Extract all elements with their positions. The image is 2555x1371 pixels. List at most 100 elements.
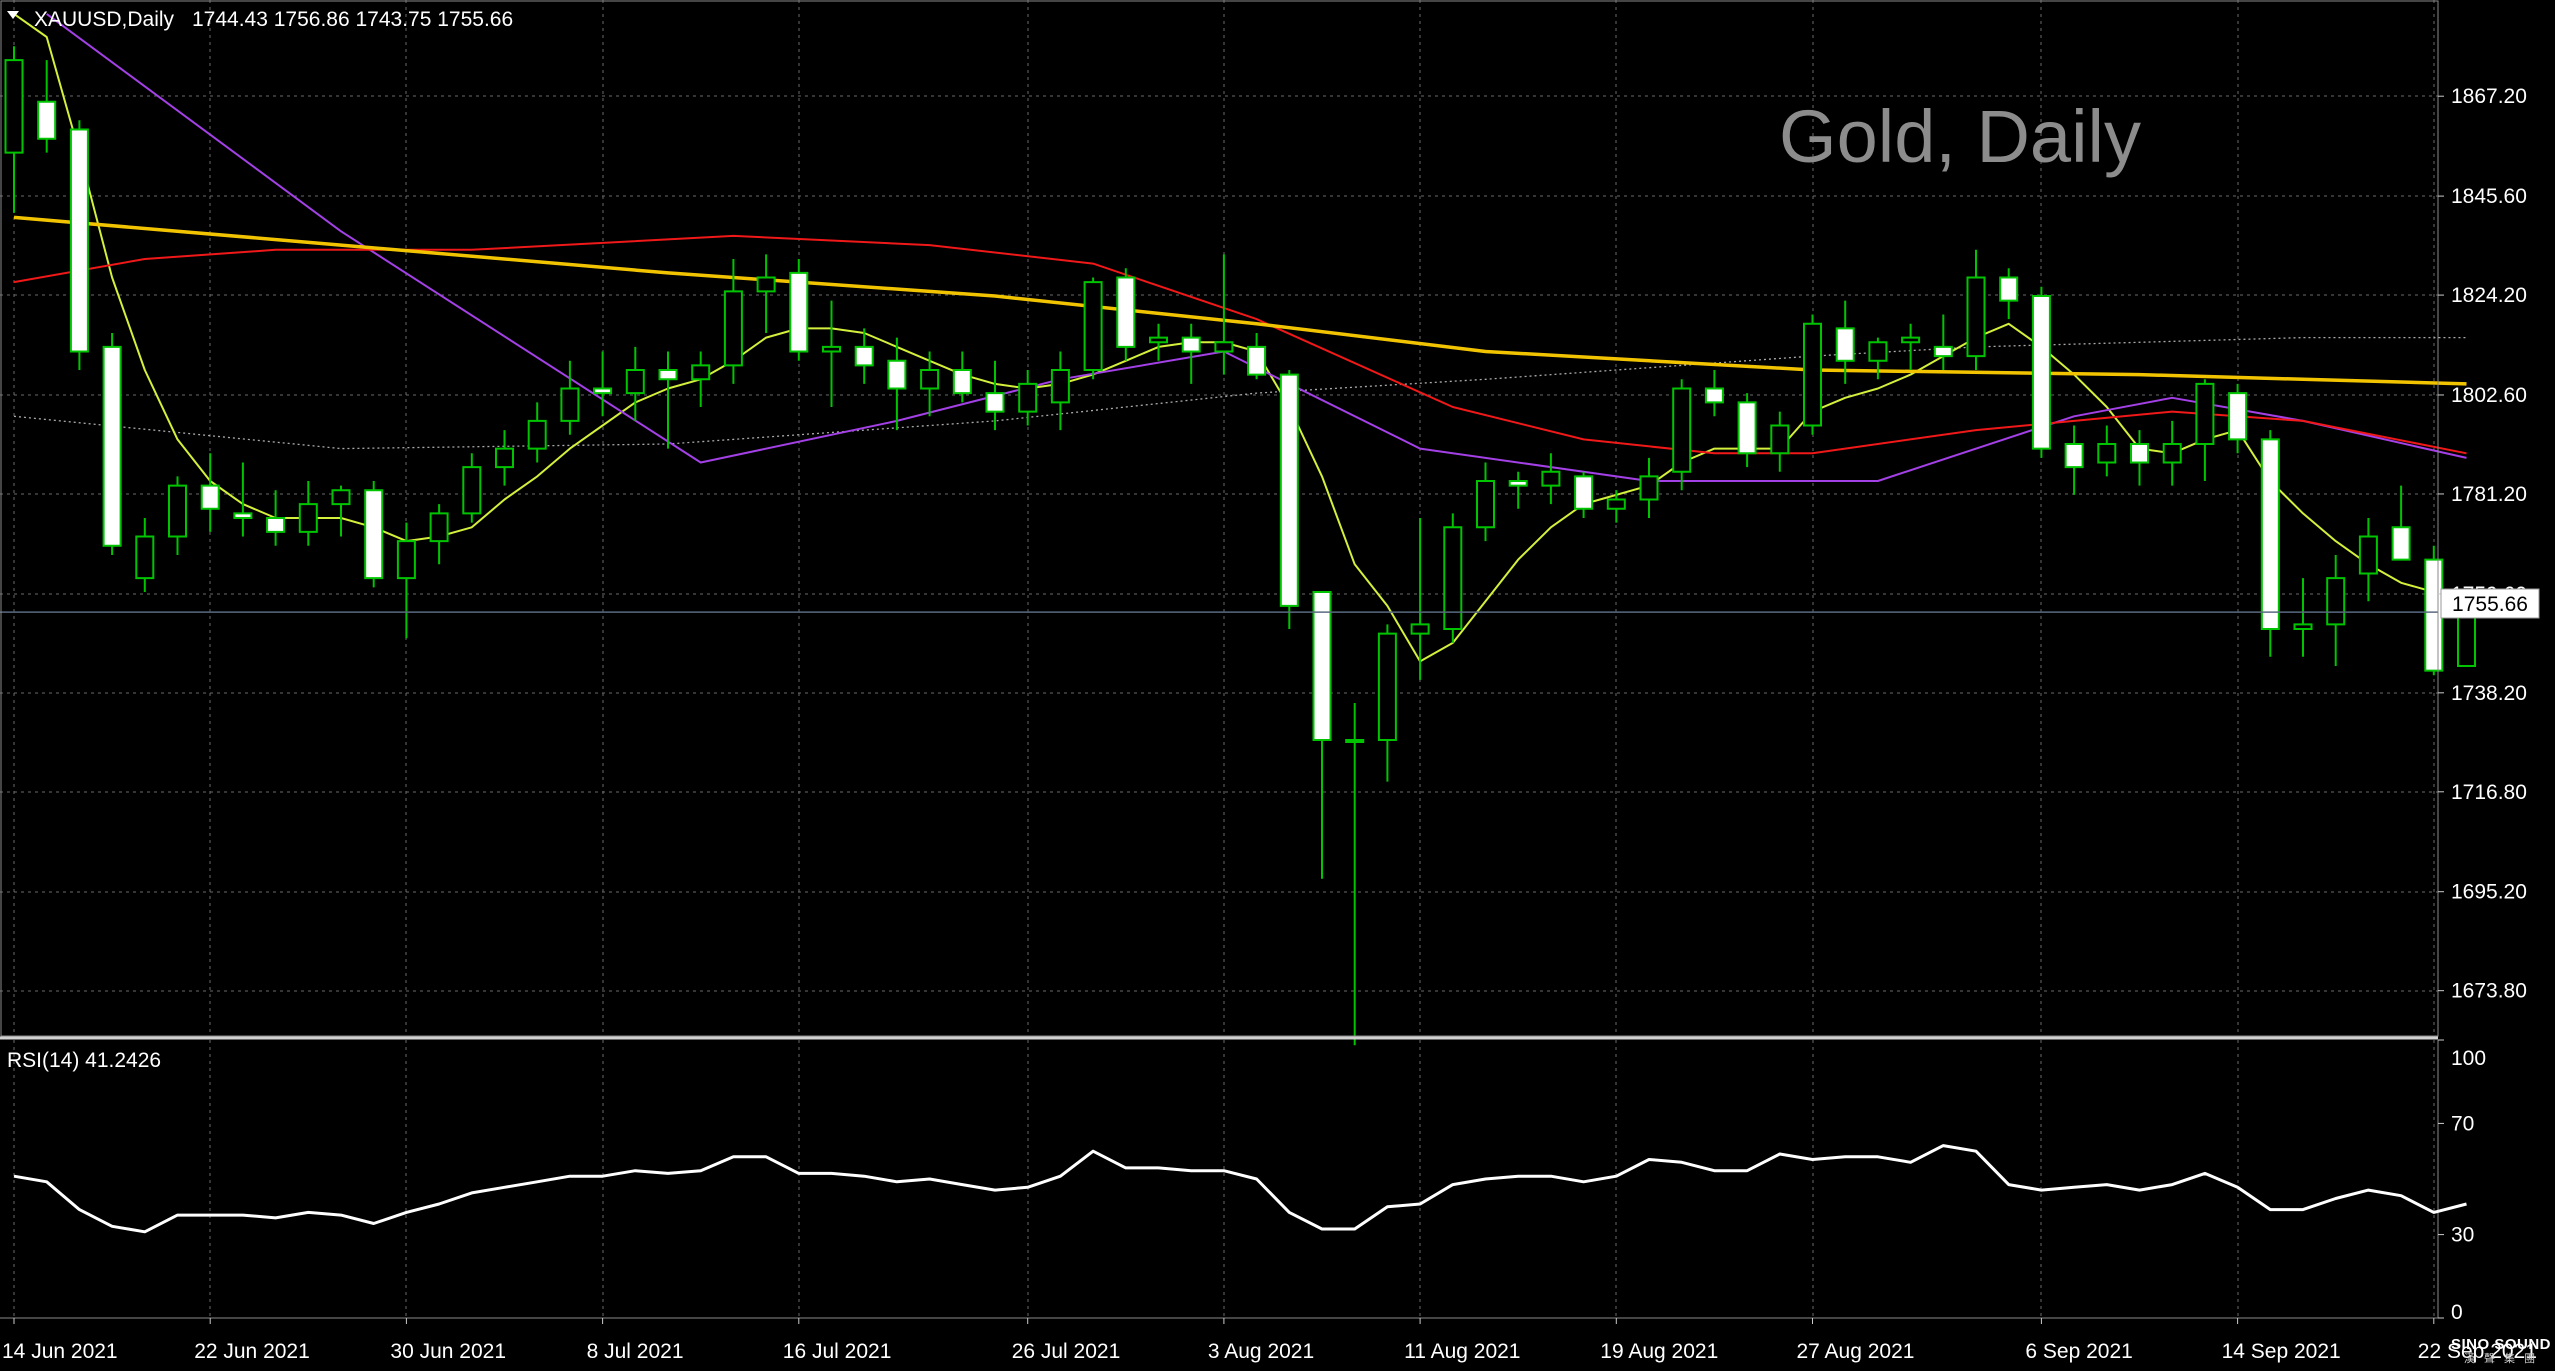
candle-body-down bbox=[985, 392, 1005, 413]
candle-body-down bbox=[1247, 345, 1267, 376]
candle bbox=[1541, 453, 1561, 505]
candle-body-up bbox=[2195, 382, 2215, 445]
candle-body-down bbox=[69, 128, 89, 353]
moving-average-dotted bbox=[13, 336, 2467, 450]
candle-body-up bbox=[4, 59, 24, 154]
candle bbox=[1901, 323, 1921, 370]
candle bbox=[2195, 379, 2215, 481]
candle-body-up bbox=[2358, 535, 2378, 575]
candle-body-down bbox=[593, 387, 613, 395]
candle bbox=[396, 522, 416, 639]
price-axis-label: 1802.60 bbox=[2451, 384, 2527, 407]
candle-body-down bbox=[789, 271, 809, 353]
candle-body-up bbox=[2293, 623, 2313, 630]
candle bbox=[298, 481, 318, 546]
candle bbox=[1083, 277, 1103, 380]
price-axis-label: 1716.80 bbox=[2451, 781, 2527, 804]
candle bbox=[1508, 471, 1528, 509]
candle bbox=[69, 120, 89, 370]
candle-body-up bbox=[1770, 424, 1790, 455]
candle-body-up bbox=[2326, 577, 2346, 626]
moving-average-yellow bbox=[13, 215, 2467, 386]
candle bbox=[1050, 351, 1070, 431]
candle bbox=[2424, 545, 2444, 676]
candle bbox=[2391, 485, 2411, 561]
moving-averages bbox=[13, 13, 2467, 663]
candle-body-up bbox=[625, 369, 645, 395]
candle bbox=[1476, 462, 1495, 542]
candle-body-down bbox=[1835, 327, 1855, 362]
candle bbox=[1606, 490, 1626, 523]
moving-average-purple bbox=[46, 13, 2467, 482]
candle bbox=[1933, 314, 1953, 370]
current-price-box bbox=[2440, 588, 2540, 619]
candle-body-down bbox=[2031, 295, 2051, 450]
time-axis-label: 3 Aug 2021 bbox=[1208, 1340, 1314, 1363]
candle-body-down bbox=[2391, 526, 2411, 561]
candle-body-up bbox=[1606, 498, 1626, 510]
candle bbox=[2162, 420, 2182, 486]
candle bbox=[593, 351, 613, 417]
candle-body-up bbox=[1083, 281, 1103, 371]
candle bbox=[2064, 425, 2084, 495]
candle-body-up bbox=[429, 512, 449, 543]
candle bbox=[37, 60, 57, 153]
candle bbox=[2228, 383, 2248, 454]
candle bbox=[331, 485, 351, 537]
candle bbox=[2130, 430, 2149, 486]
rsi-axis-label: 70 bbox=[2451, 1112, 2474, 1135]
candle-body-down bbox=[102, 345, 122, 547]
candle bbox=[2260, 430, 2280, 657]
candle bbox=[952, 351, 972, 403]
rsi-label: RSI(14) 41.2426 bbox=[7, 1049, 161, 1072]
time-axis-label: 6 Sep 2021 bbox=[2025, 1340, 2132, 1363]
candle-body-up bbox=[1345, 739, 1365, 743]
symbol-label: XAUUSD,Daily bbox=[34, 8, 175, 31]
candle-body-down bbox=[1704, 387, 1724, 404]
candle-body-up bbox=[822, 345, 841, 353]
candle-body-down bbox=[2064, 443, 2084, 469]
candle-body-down bbox=[2228, 392, 2248, 441]
candle-body-down bbox=[200, 484, 220, 510]
candle-body-up bbox=[1966, 276, 1986, 358]
candle bbox=[429, 504, 449, 565]
candle bbox=[2358, 518, 2378, 602]
candle bbox=[200, 453, 220, 532]
candle bbox=[1149, 323, 1168, 361]
time-axis-label: 22 Jun 2021 bbox=[194, 1340, 310, 1363]
main-panel-border bbox=[0, 0, 2439, 1037]
price-axis-label: 1824.20 bbox=[2451, 284, 2527, 307]
candle-body-up bbox=[1410, 623, 1430, 635]
candle bbox=[1574, 471, 1594, 518]
collapse-arrow-icon[interactable] bbox=[7, 11, 19, 19]
candle-body-down bbox=[2260, 438, 2280, 630]
candle bbox=[135, 518, 155, 592]
candle-body-up bbox=[1214, 341, 1234, 353]
candle bbox=[266, 490, 286, 546]
candle bbox=[1770, 411, 1790, 472]
candle bbox=[1214, 254, 1234, 375]
rsi-axis-label: 100 bbox=[2451, 1047, 2486, 1070]
time-axis-label: 11 Aug 2021 bbox=[1404, 1340, 1520, 1363]
candle bbox=[1803, 314, 1822, 435]
candle bbox=[2097, 425, 2117, 477]
candle bbox=[168, 476, 187, 555]
current-price-text: 1755.66 bbox=[2452, 593, 2528, 616]
candle bbox=[1345, 703, 1365, 1046]
candle bbox=[625, 346, 645, 421]
candle bbox=[756, 254, 776, 333]
candle bbox=[1312, 591, 1332, 879]
rsi-axis-label: 0 bbox=[2451, 1301, 2463, 1324]
time-axis-label: 8 Jul 2021 bbox=[587, 1340, 684, 1363]
candle bbox=[233, 462, 253, 537]
candle bbox=[2031, 286, 2051, 458]
time-axis-label: 30 Jun 2021 bbox=[390, 1340, 506, 1363]
rsi-panel: 0 30 70 100 bbox=[13, 1039, 2486, 1324]
candle-body-up bbox=[1868, 341, 1888, 362]
candle-body-down bbox=[1181, 336, 1201, 353]
candle-body-up bbox=[396, 540, 416, 580]
candle bbox=[1377, 624, 1397, 782]
candle bbox=[495, 430, 514, 486]
candle-body-up bbox=[1377, 632, 1397, 741]
candle-body-down bbox=[1116, 276, 1136, 348]
